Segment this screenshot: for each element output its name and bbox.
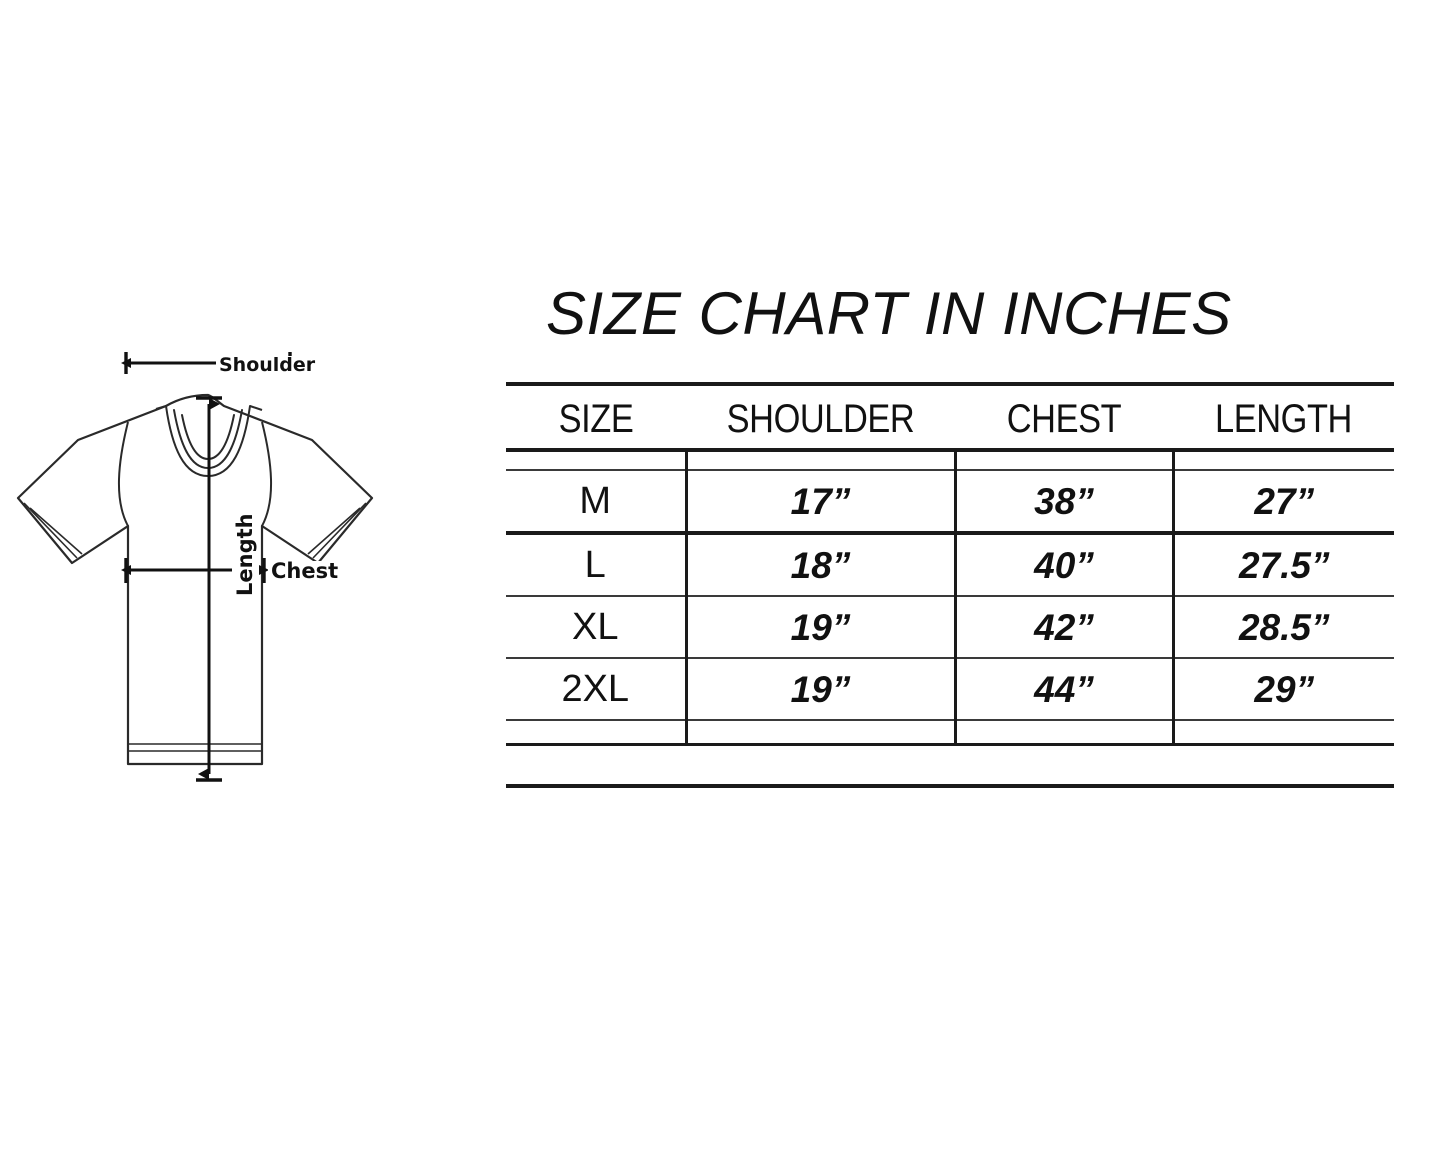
table-row: XL 19” 42” 28.5” <box>506 596 1394 659</box>
cell-shoulder: 17” <box>684 470 955 535</box>
cell-shoulder: 18” <box>684 533 955 597</box>
sleeve-cuffs <box>23 502 367 559</box>
cell-chest: 44” <box>953 658 1173 721</box>
shoulder-seam-right <box>249 405 263 411</box>
table-gap-row <box>506 745 1394 781</box>
shoulder-seams <box>155 405 263 411</box>
table-spacer-row <box>506 450 1394 471</box>
cuff-left-1 <box>23 502 78 559</box>
column-header-size: SIZE <box>558 397 634 441</box>
shoulder-seam-left <box>155 405 167 410</box>
table-header-row: SIZE SHOULDER CHEST LENGTH <box>506 390 1394 450</box>
cell-length: 27.5” <box>1171 533 1394 597</box>
size-chart-table: SIZE SHOULDER CHEST LENGTH M 17” 38” 27” <box>506 382 1394 788</box>
cell-chest: 40” <box>953 533 1173 597</box>
armhole-right <box>261 421 273 527</box>
bottom-hem <box>128 743 262 752</box>
table-top-rule <box>506 382 1394 390</box>
table-bottom-rule <box>506 780 1394 788</box>
page-title: SIZE CHART IN INCHES <box>546 280 1232 347</box>
table-row: M 17” 38” 27” <box>506 470 1394 535</box>
cell-length: 29” <box>1171 658 1394 721</box>
chest-dimension-label: Chest <box>268 561 342 582</box>
cuff-right-1 <box>312 502 367 559</box>
table-row: 2XL 19” 44” 29” <box>506 658 1394 721</box>
cell-shoulder: 19” <box>684 596 955 659</box>
column-header-shoulder: SHOULDER <box>726 397 915 441</box>
cuff-left-2 <box>29 507 83 555</box>
length-dimension-label: Length <box>232 513 259 596</box>
cell-chest: 42” <box>953 596 1173 659</box>
cell-chest: 38” <box>953 470 1173 535</box>
cell-length: 27” <box>1171 470 1394 535</box>
cell-size: XL <box>506 596 686 659</box>
sleeve-seams <box>117 421 273 527</box>
measurements-table: SIZE SHOULDER CHEST LENGTH M 17” 38” 27” <box>506 382 1394 788</box>
shoulder-dimension-label: Shoulder <box>216 356 319 375</box>
table-tail-row <box>506 720 1394 746</box>
cell-shoulder: 19” <box>684 658 955 721</box>
cuff-right-2 <box>307 507 361 555</box>
cell-length: 28.5” <box>1171 596 1394 659</box>
cell-size: 2XL <box>506 658 686 721</box>
cell-size: M <box>506 470 686 535</box>
t-shirt-measurement-diagram <box>0 330 500 830</box>
column-header-length: LENGTH <box>1215 397 1352 441</box>
armhole-left <box>117 421 129 527</box>
column-header-chest: CHEST <box>1006 397 1122 441</box>
table-row: L 18” 40” 27.5” <box>506 533 1394 597</box>
cell-size: L <box>506 533 686 597</box>
